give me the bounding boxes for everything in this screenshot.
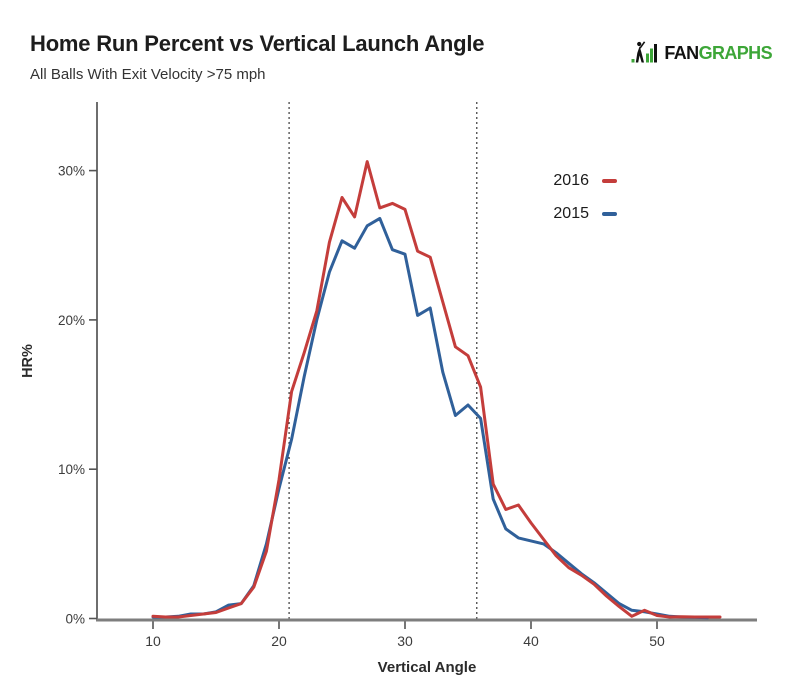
logo-wordmark: FANGRAPHS	[664, 43, 772, 63]
y-tick-label-20%: 20%	[58, 313, 85, 328]
legend-item-2015: 2015	[545, 201, 617, 227]
legend-swatch-2016	[602, 179, 617, 183]
fangraphs-batter-icon	[631, 41, 658, 63]
fangraphs-logo: FANGRAPHS	[631, 41, 773, 63]
page-subtitle: All Balls With Exit Velocity >75 mph	[30, 66, 266, 83]
x-tick-label-50: 50	[649, 633, 665, 649]
y-axis-title: HR%	[20, 344, 36, 378]
x-tick-label-30: 30	[397, 633, 413, 649]
series-line-2015	[151, 216, 709, 620]
series-line-2016	[151, 160, 722, 619]
legend-label-2016: 2016	[553, 172, 589, 189]
y-tick-label-10%: 10%	[58, 462, 85, 477]
page-title: Home Run Percent vs Vertical Launch Angl…	[30, 31, 485, 56]
y-tick-label-0%: 0%	[65, 612, 85, 627]
legend-swatch-2015	[602, 212, 617, 216]
logo-text-fan: FAN	[664, 43, 699, 63]
x-tick-label-10: 10	[145, 633, 161, 649]
legend: 2016 2015	[545, 168, 617, 227]
logo-text-graphs: GRAPHS	[698, 43, 773, 63]
y-tick-label-30%: 30%	[58, 164, 85, 179]
x-tick-label-40: 40	[523, 633, 539, 649]
legend-item-2016: 2016	[545, 168, 617, 194]
legend-label-2015: 2015	[553, 205, 589, 222]
x-tick-label-20: 20	[271, 633, 287, 649]
x-axis-title: Vertical Angle	[378, 659, 477, 676]
